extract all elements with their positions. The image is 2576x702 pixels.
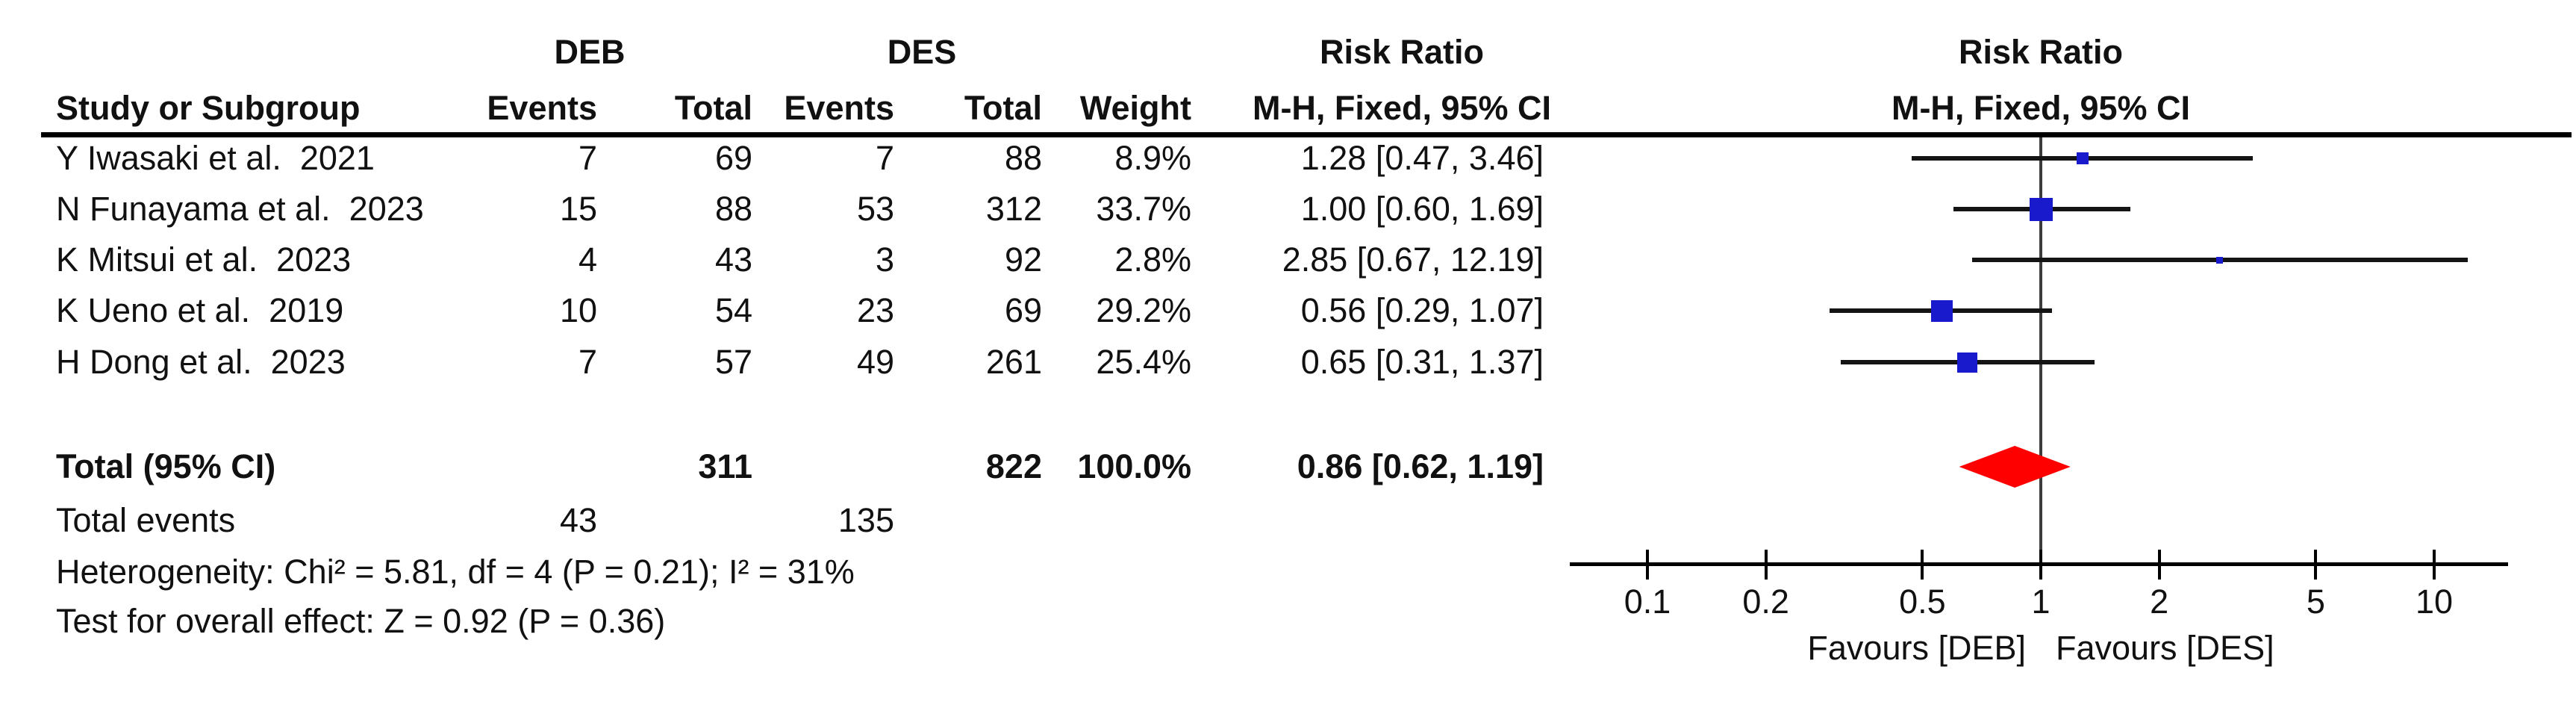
axis-tick-label: 10 — [2415, 583, 2454, 621]
favours-right-label: Favours [DES] — [2056, 629, 2274, 667]
summary-diamond — [1959, 446, 2071, 488]
axis-tick-label: 0.5 — [1899, 583, 1946, 621]
study-des_total-value: 69 — [1004, 291, 1042, 329]
study-deb_total-value: 57 — [714, 343, 752, 381]
total-row-label: Total (95% CI) — [56, 447, 276, 485]
axis-tick — [1646, 550, 1649, 580]
header-group-des: DES — [887, 33, 957, 71]
axis-tick-label: 2 — [2150, 583, 2169, 621]
effect-square — [1930, 299, 1953, 322]
study-deb_events-value: 15 — [559, 190, 597, 228]
study-des_total-value: 92 — [1004, 240, 1042, 279]
study-deb_total-value: 43 — [714, 240, 752, 279]
overall-effect-text: Test for overall effect: Z = 0.92 (P = 0… — [56, 602, 666, 640]
axis-line — [1570, 562, 2508, 566]
header-effect-method: M-H, Fixed, 95% CI — [1252, 89, 1552, 127]
header-deb-events: Events — [487, 89, 597, 127]
axis-tick — [2157, 550, 2161, 580]
effect-square — [2216, 256, 2224, 264]
header-deb-total: Total — [674, 89, 752, 127]
total-weight-value: 100.0% — [1077, 447, 1191, 485]
study-deb_total-value: 88 — [714, 190, 752, 228]
axis-tick-label: 1 — [2031, 583, 2050, 621]
study-deb_events-value: 4 — [578, 240, 597, 279]
total-deb-total-value: 311 — [698, 447, 752, 485]
total-rr-ci-value: 0.86 [0.62, 1.19] — [1297, 447, 1544, 485]
heterogeneity-text: Heterogeneity: Chi² = 5.81, df = 4 (P = … — [56, 553, 855, 591]
study-deb_events-value: 7 — [578, 343, 597, 381]
study-weight-value: 29.2% — [1096, 291, 1191, 329]
axis-tick — [1921, 550, 1924, 580]
header-group-deb: DEB — [554, 33, 626, 71]
header-study-or-subgroup: Study or Subgroup — [56, 89, 361, 127]
study-row-label: K Ueno et al. 2019 — [56, 291, 344, 329]
study-rr-ci-value: 1.00 [0.60, 1.69] — [1300, 190, 1544, 228]
total-events-deb-value: 43 — [559, 501, 597, 539]
study-row-label: K Mitsui et al. 2023 — [56, 240, 352, 279]
study-des_total-value: 88 — [1004, 139, 1042, 177]
plot-header-effect-method: M-H, Fixed, 95% CI — [1891, 89, 2191, 127]
total-des-total-value: 822 — [985, 447, 1042, 485]
favours-left-label: Favours [DEB] — [1807, 629, 2026, 667]
study-weight-value: 33.7% — [1096, 190, 1191, 228]
study-row-label: H Dong et al. 2023 — [56, 343, 346, 381]
study-deb_events-value: 10 — [559, 291, 597, 329]
study-rr-ci-value: 0.56 [0.29, 1.07] — [1300, 291, 1544, 329]
effect-square — [1956, 352, 1977, 373]
null-line — [2039, 137, 2042, 565]
study-rr-ci-value: 2.85 [0.67, 12.19] — [1282, 240, 1544, 279]
effect-square — [2077, 152, 2089, 164]
study-des_events-value: 3 — [875, 240, 894, 279]
study-deb_total-value: 69 — [714, 139, 752, 177]
header-des-events: Events — [784, 89, 894, 127]
axis-tick — [2433, 550, 2436, 580]
study-rr-ci-value: 1.28 [0.47, 3.46] — [1300, 139, 1544, 177]
study-weight-value: 25.4% — [1096, 343, 1191, 381]
study-deb_events-value: 7 — [578, 139, 597, 177]
total-events-des-value: 135 — [838, 501, 894, 539]
axis-tick — [2314, 550, 2318, 580]
header-weight: Weight — [1079, 89, 1191, 127]
header-separator-line — [41, 132, 2572, 137]
study-des_total-value: 261 — [985, 343, 1042, 381]
study-rr-ci-value: 0.65 [0.31, 1.37] — [1300, 343, 1544, 381]
study-des_events-value: 23 — [856, 291, 894, 329]
study-row-label: Y Iwasaki et al. 2021 — [56, 139, 375, 177]
axis-tick-label: 0.1 — [1624, 583, 1671, 621]
plot-header-effect-title: Risk Ratio — [1958, 33, 2124, 71]
study-row-label: N Funayama et al. 2023 — [56, 190, 424, 228]
effect-square — [2029, 197, 2053, 221]
study-des_events-value: 53 — [856, 190, 894, 228]
axis-tick-label: 5 — [2306, 583, 2325, 621]
header-effect-title: Risk Ratio — [1319, 33, 1485, 71]
study-weight-value: 2.8% — [1114, 240, 1191, 279]
axis-tick-label: 0.2 — [1742, 583, 1789, 621]
study-des_events-value: 49 — [856, 343, 894, 381]
study-des_total-value: 312 — [985, 190, 1042, 228]
study-weight-value: 8.9% — [1114, 139, 1191, 177]
header-des-total: Total — [964, 89, 1042, 127]
total-events-label: Total events — [56, 501, 236, 539]
axis-tick — [1764, 550, 1768, 580]
study-des_events-value: 7 — [875, 139, 894, 177]
study-deb_total-value: 54 — [714, 291, 752, 329]
axis-tick — [2039, 550, 2042, 580]
